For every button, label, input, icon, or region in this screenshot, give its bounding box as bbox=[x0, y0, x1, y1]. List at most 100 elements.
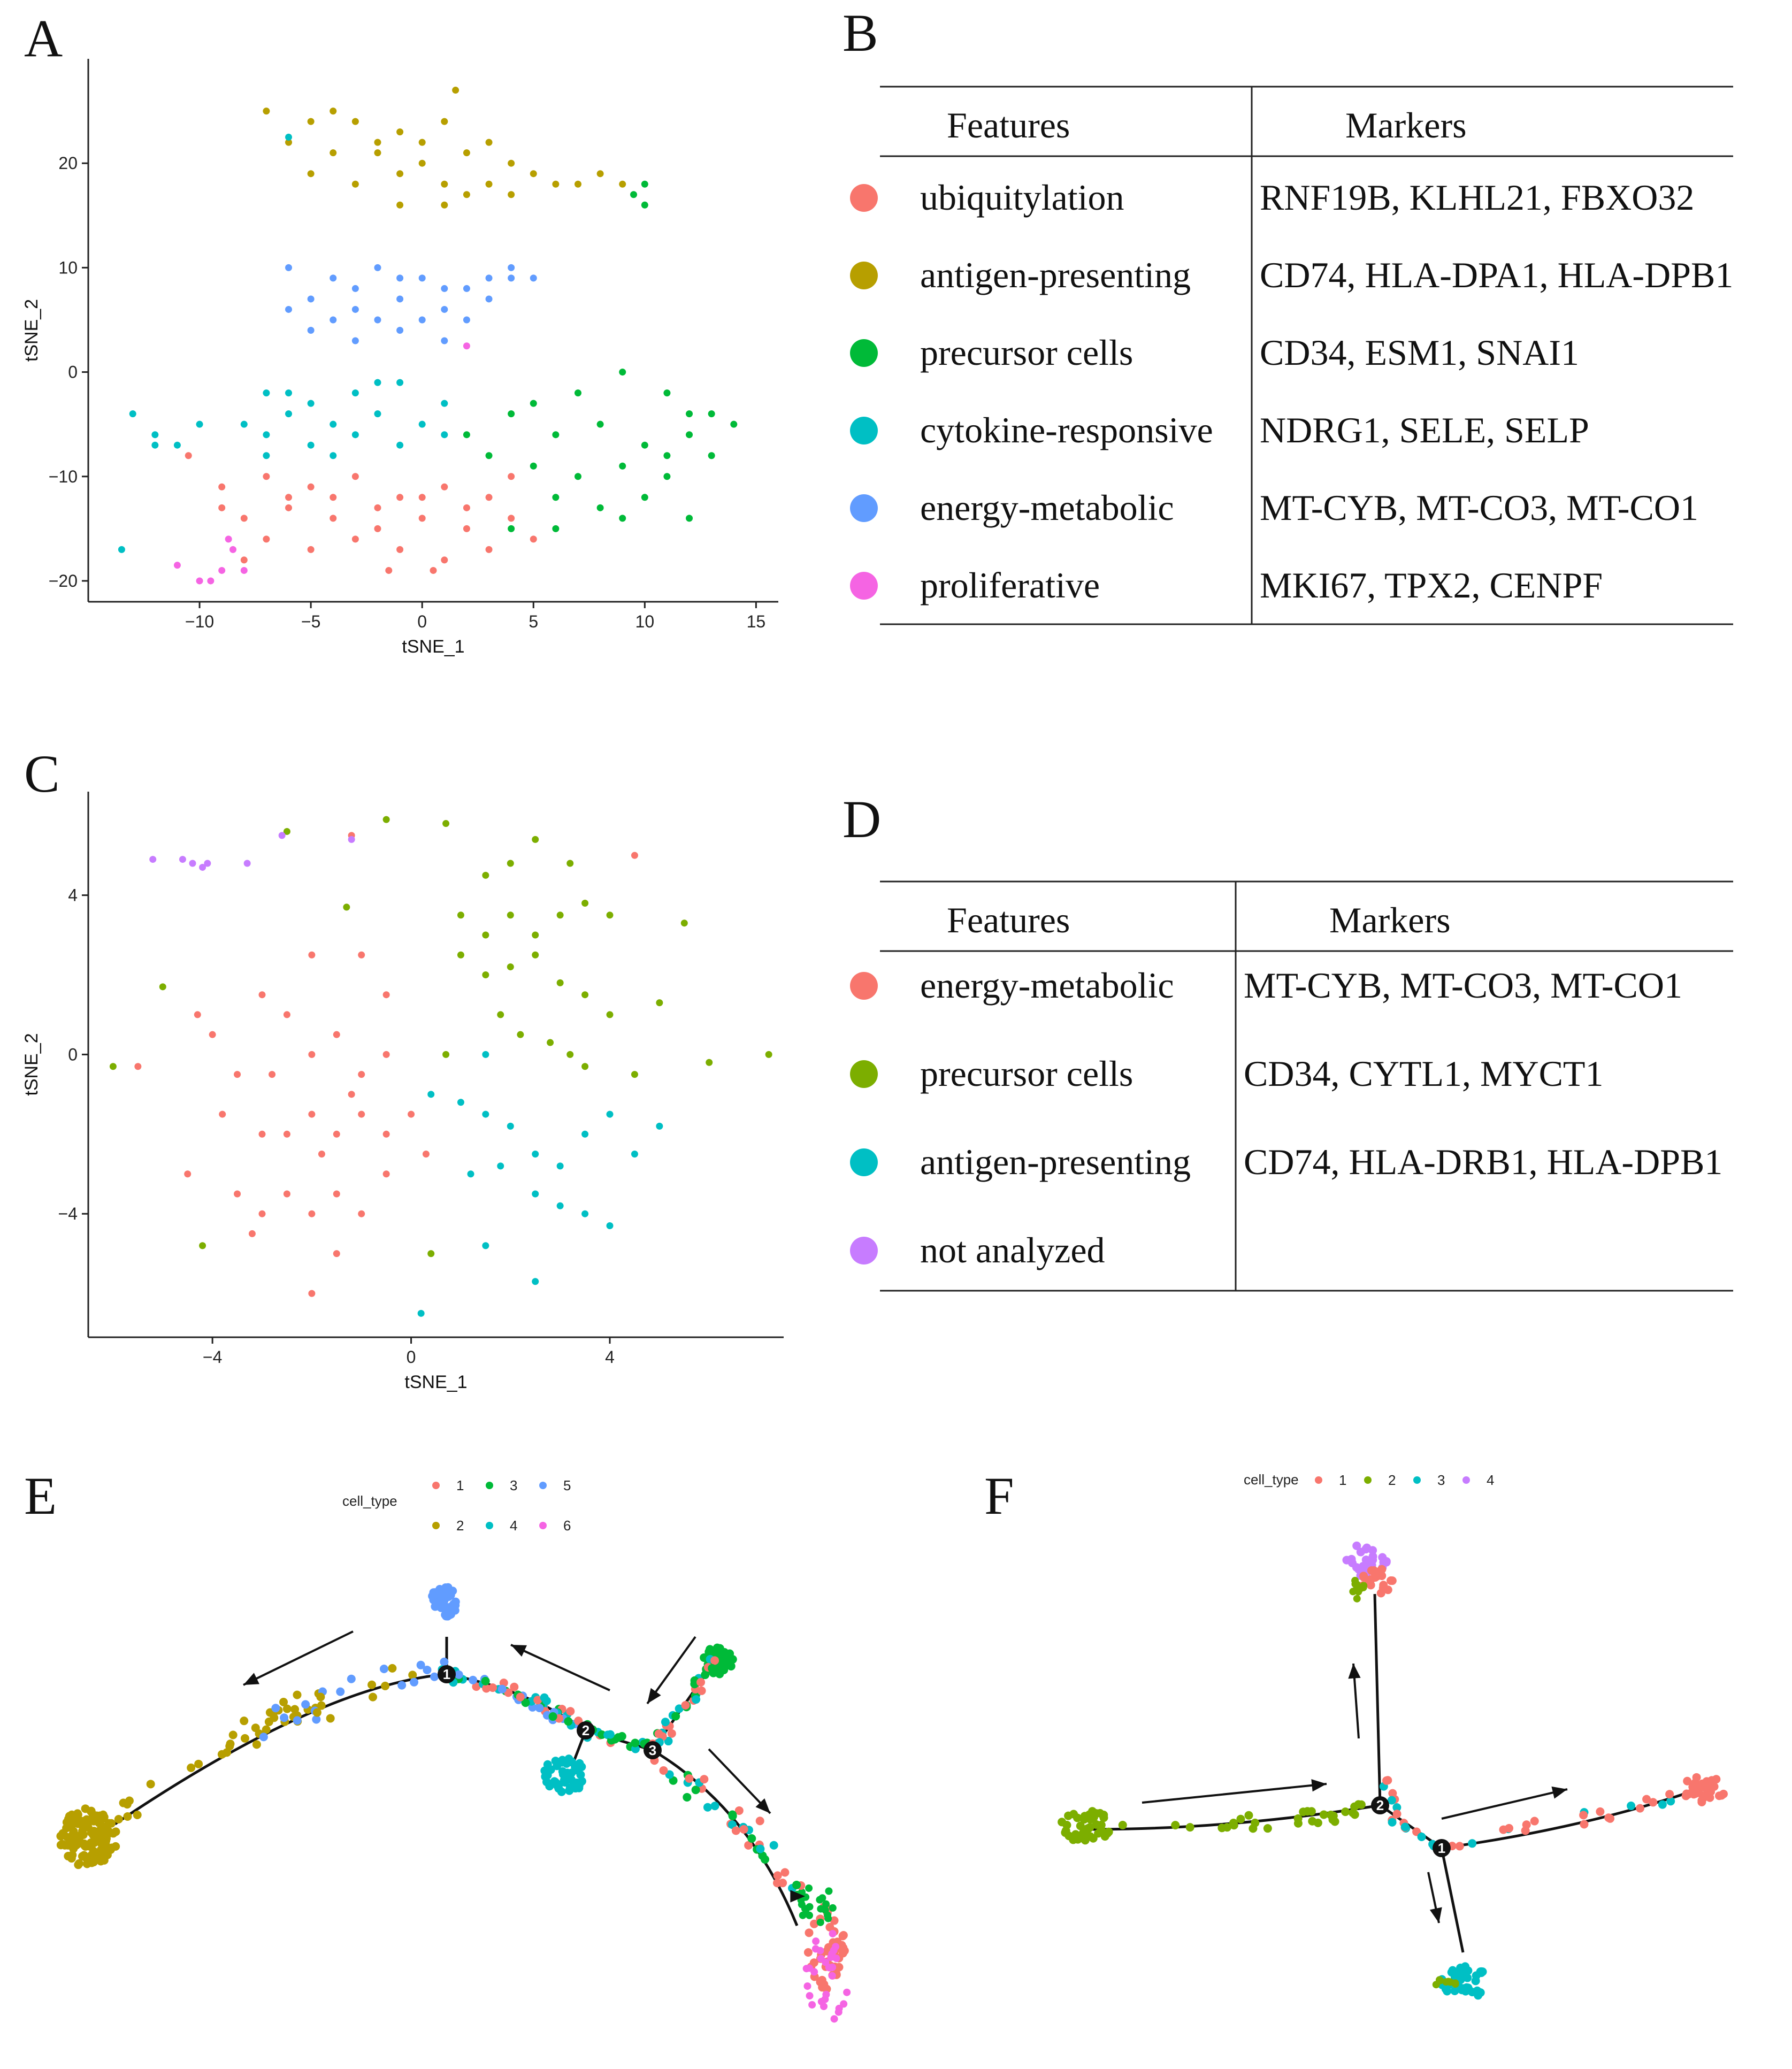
cell-point bbox=[438, 1588, 447, 1597]
table-feature-cell: cytokine-responsive bbox=[920, 410, 1213, 450]
cell-point bbox=[817, 1975, 826, 1984]
scatter-point bbox=[463, 191, 470, 198]
scatter-point bbox=[418, 494, 426, 501]
scatter-point bbox=[351, 389, 359, 397]
cell-point bbox=[440, 1657, 449, 1666]
scatter-point bbox=[374, 525, 381, 532]
scatter-point bbox=[663, 473, 671, 480]
scatter-point bbox=[441, 201, 448, 209]
scatter-point bbox=[730, 420, 738, 428]
cell-point bbox=[806, 1992, 814, 2000]
scatter-point bbox=[307, 441, 315, 449]
scatter-point bbox=[307, 327, 315, 334]
cell-point bbox=[773, 1871, 782, 1880]
cell-point bbox=[1383, 1776, 1392, 1785]
cell-point bbox=[83, 1817, 92, 1826]
direction-arrow bbox=[243, 1630, 354, 1686]
cell-point bbox=[408, 1670, 417, 1680]
cell-point bbox=[1596, 1807, 1605, 1816]
scatter-point bbox=[396, 441, 404, 449]
cell-point bbox=[252, 1740, 261, 1749]
y-tick-label: −4 bbox=[58, 1204, 78, 1223]
scatter-point bbox=[240, 566, 248, 574]
cell-point bbox=[81, 1853, 90, 1863]
cell-point bbox=[1069, 1835, 1078, 1844]
scatter-point bbox=[581, 1063, 589, 1070]
cell-point bbox=[830, 2015, 838, 2023]
panel-letter-f: F bbox=[984, 1466, 1014, 1526]
scatter-point bbox=[507, 860, 514, 867]
scatter-point bbox=[151, 441, 159, 449]
scatter-point bbox=[532, 951, 539, 959]
cell-point bbox=[780, 1868, 790, 1877]
scatter-point bbox=[606, 911, 614, 919]
legend-title: cell_type bbox=[342, 1493, 397, 1509]
cell-point bbox=[497, 1684, 507, 1693]
scatter-point bbox=[385, 566, 393, 574]
cell-point bbox=[816, 1918, 824, 1926]
scatter-point bbox=[686, 410, 693, 418]
scatter-point bbox=[581, 1210, 589, 1217]
cell-point bbox=[564, 1717, 573, 1726]
scatter-point bbox=[263, 108, 270, 115]
cell-point bbox=[1468, 1839, 1477, 1848]
cell-point bbox=[829, 1963, 837, 1971]
cell-point bbox=[381, 1681, 390, 1690]
cell-point bbox=[778, 1879, 787, 1888]
cell-point bbox=[262, 1725, 271, 1734]
scatter-point bbox=[351, 431, 359, 439]
cell-point bbox=[223, 1748, 232, 1757]
scatter-point bbox=[285, 410, 293, 418]
cell-point bbox=[443, 1604, 453, 1613]
table-d: Features Markers energy-metabolic MT-CYB, M… bbox=[850, 880, 1733, 1292]
cell-point bbox=[347, 1674, 356, 1683]
cell-point bbox=[280, 1713, 289, 1722]
scatter-point bbox=[656, 999, 663, 1007]
legend-label: 2 bbox=[1388, 1472, 1396, 1488]
cell-point bbox=[240, 1734, 249, 1743]
scatter-point bbox=[581, 991, 589, 999]
x-tick-label: 15 bbox=[747, 612, 766, 631]
branch-node bbox=[644, 1741, 662, 1759]
y-tick-label: 10 bbox=[58, 258, 78, 277]
scatter-point bbox=[374, 410, 381, 418]
scatter-point bbox=[351, 118, 359, 125]
branch-node-label: 1 bbox=[1438, 1840, 1445, 1856]
scatter-point bbox=[442, 820, 450, 827]
cell-point bbox=[259, 1733, 268, 1742]
branch-node bbox=[577, 1721, 595, 1740]
x-axis-title: tSNE_1 bbox=[402, 637, 464, 657]
scatter-point bbox=[530, 535, 537, 543]
cell-point bbox=[1579, 1811, 1588, 1820]
scatter-point bbox=[574, 389, 581, 397]
cell-point bbox=[102, 1829, 111, 1838]
cell-point bbox=[1446, 1978, 1454, 1986]
cell-point bbox=[734, 1806, 744, 1815]
panel-letter-c: C bbox=[24, 744, 60, 803]
scatter-point bbox=[358, 1071, 365, 1078]
cell-point bbox=[1367, 1575, 1376, 1584]
cell-point bbox=[557, 1787, 566, 1796]
scatter-point bbox=[530, 462, 537, 470]
cell-point bbox=[1236, 1814, 1245, 1823]
arrow-head bbox=[243, 1673, 259, 1685]
scatter-point bbox=[307, 170, 315, 178]
cell-point bbox=[675, 1704, 684, 1713]
cell-point bbox=[700, 1775, 709, 1784]
cell-point bbox=[1666, 1797, 1675, 1806]
scatter-point bbox=[663, 452, 671, 459]
cell-point bbox=[1377, 1565, 1386, 1574]
cell-point bbox=[683, 1792, 692, 1802]
scatter-point bbox=[308, 1110, 316, 1118]
scatter-point bbox=[258, 991, 266, 999]
y-tick-label: 0 bbox=[68, 1045, 78, 1064]
scatter-point bbox=[307, 546, 315, 553]
table-header-markers: Markers bbox=[1329, 900, 1451, 940]
arrow-head bbox=[1429, 1907, 1442, 1923]
scatter-point bbox=[457, 951, 464, 959]
cell-point bbox=[1683, 1776, 1692, 1786]
cell-point bbox=[552, 1779, 561, 1788]
scatter-point bbox=[530, 170, 537, 178]
scatter-point bbox=[374, 149, 381, 157]
cell-point bbox=[96, 1845, 105, 1855]
